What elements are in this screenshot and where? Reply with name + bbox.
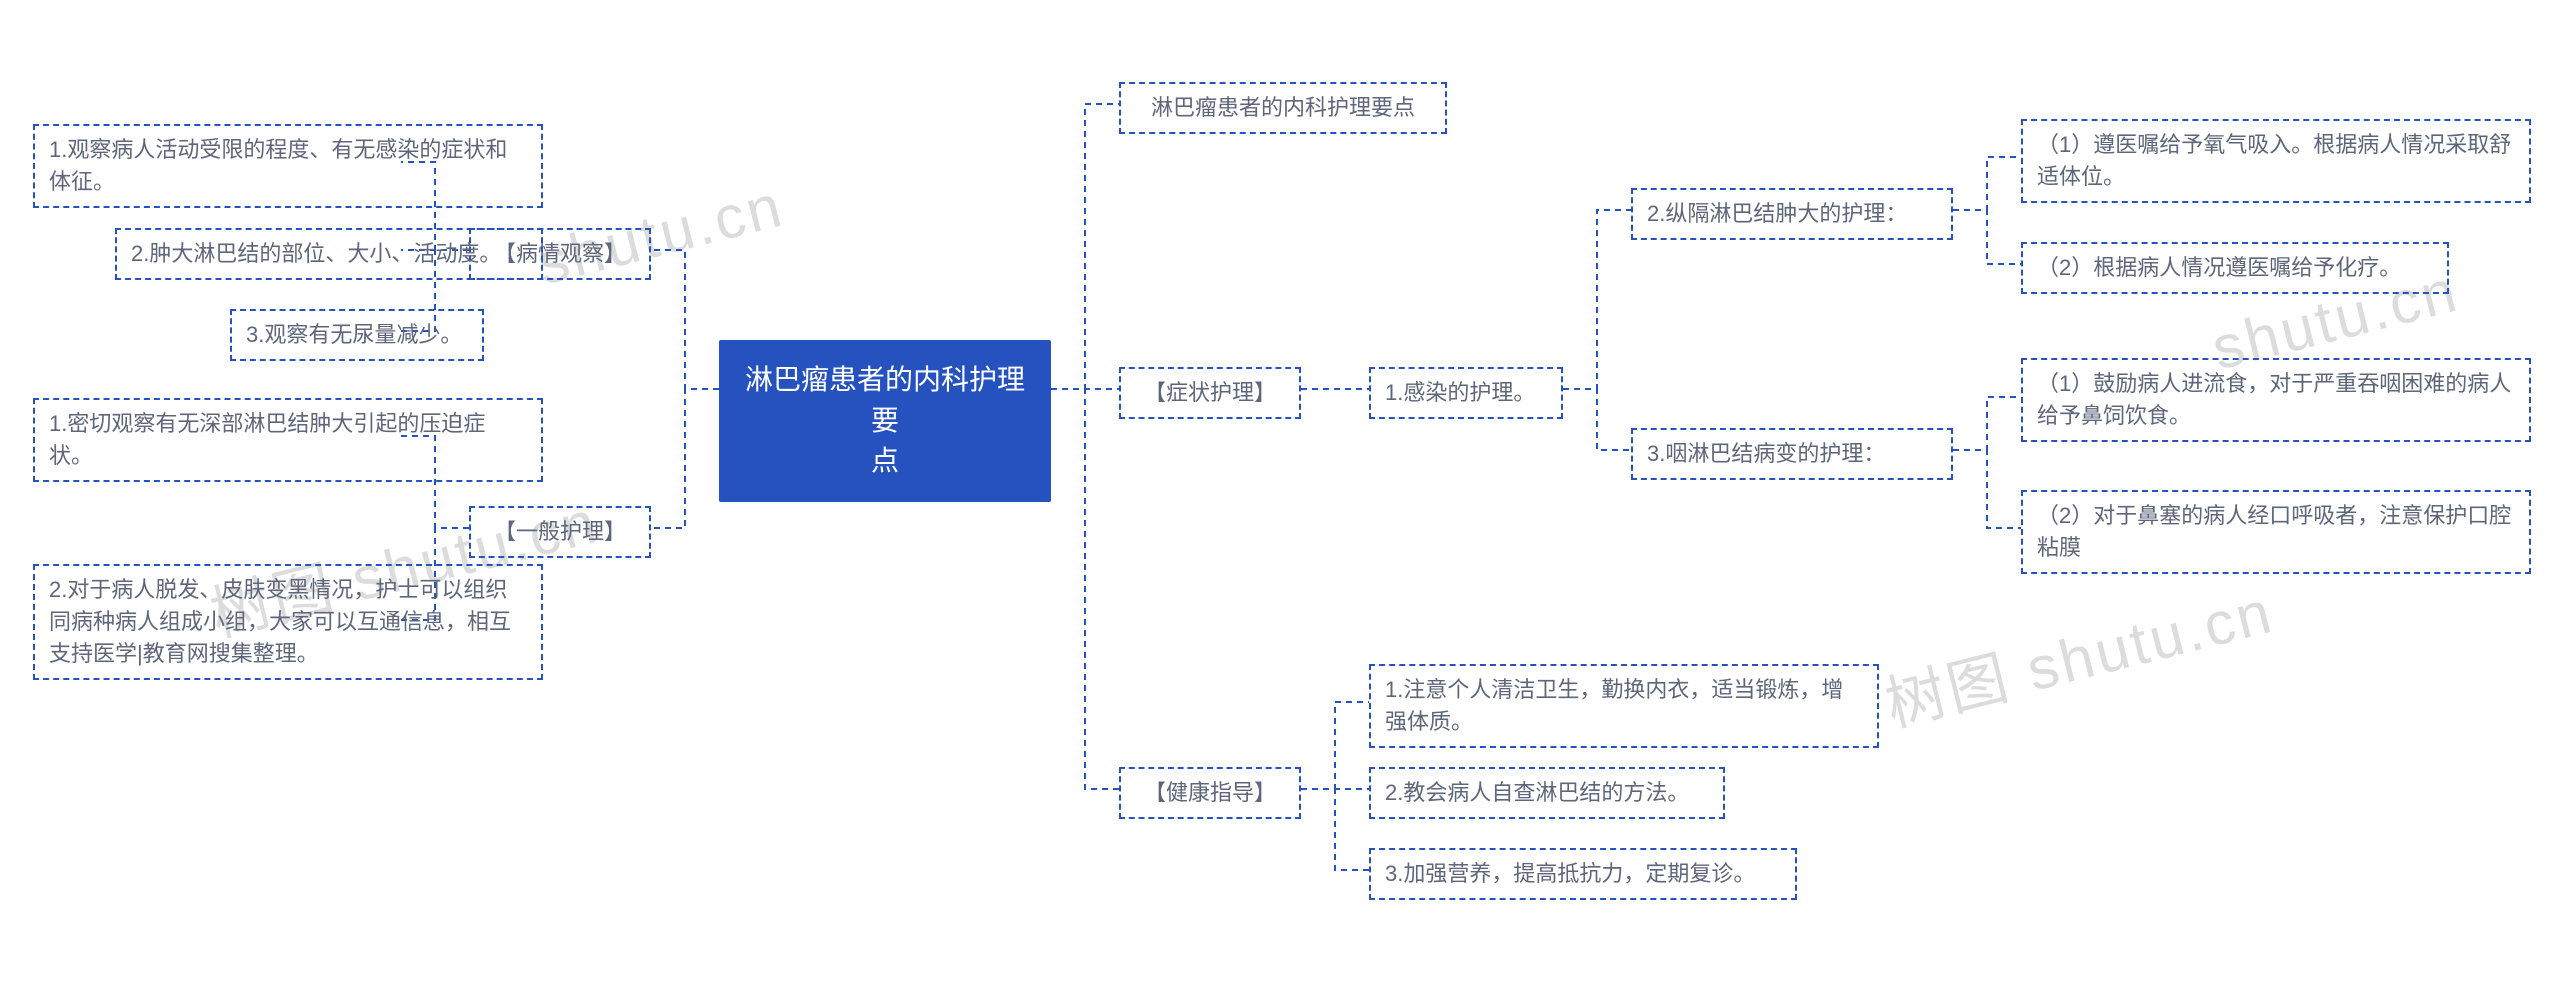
leaf-lymph-observe[interactable]: 2.肿大淋巴结的部位、大小、活动度。 xyxy=(115,228,543,280)
leaf-chemo[interactable]: （2）根据病人情况遵医嘱给予化疗。 xyxy=(2021,242,2449,294)
branch-title-repeat[interactable]: 淋巴瘤患者的内科护理要点 xyxy=(1119,82,1447,134)
leaf-activity-observe[interactable]: 1.观察病人活动受限的程度、有无感染的症状和体征。 xyxy=(33,124,543,208)
leaf-nutrition[interactable]: 3.加强营养，提高抵抗力，定期复诊。 xyxy=(1369,848,1797,900)
branch-pharyngeal[interactable]: 3.咽淋巴结病变的护理： xyxy=(1631,428,1953,480)
branch-general-care[interactable]: 【一般护理】 xyxy=(469,506,651,558)
leaf-hygiene[interactable]: 1.注意个人清洁卫生，勤换内衣，适当锻炼，增强体质。 xyxy=(1369,664,1879,748)
leaf-self-exam[interactable]: 2.教会病人自查淋巴结的方法。 xyxy=(1369,767,1725,819)
leaf-liquid-diet[interactable]: （1）鼓励病人进流食，对于严重吞咽困难的病人给予鼻饲饮食。 xyxy=(2021,358,2531,442)
leaf-oxygen[interactable]: （1）遵医嘱给予氧气吸入。根据病人情况采取舒适体位。 xyxy=(2021,119,2531,203)
leaf-hairloss-group[interactable]: 2.对于病人脱发、皮肤变黑情况，护士可以组织同病种病人组成小组，大家可以互通信息… xyxy=(33,564,543,680)
leaf-compression[interactable]: 1.密切观察有无深部淋巴结肿大引起的压迫症状。 xyxy=(33,398,543,482)
branch-symptom-care[interactable]: 【症状护理】 xyxy=(1119,367,1301,419)
root-node[interactable]: 淋巴瘤患者的内科护理要 点 xyxy=(719,340,1051,502)
mindmap-canvas: 树图 shutu.cn shutu.cn 树图 shutu.cn shutu.c… xyxy=(0,0,2560,1001)
branch-mediastinal[interactable]: 2.纵隔淋巴结肿大的护理： xyxy=(1631,188,1953,240)
leaf-oral-mucosa[interactable]: （2）对于鼻塞的病人经口呼吸者，注意保护口腔粘膜 xyxy=(2021,490,2531,574)
branch-health-guide[interactable]: 【健康指导】 xyxy=(1119,767,1301,819)
leaf-urine-observe[interactable]: 3.观察有无尿量减少。 xyxy=(230,309,484,361)
leaf-infection-care[interactable]: 1.感染的护理。 xyxy=(1369,367,1563,419)
watermark: 树图 shutu.cn xyxy=(1875,563,2281,743)
